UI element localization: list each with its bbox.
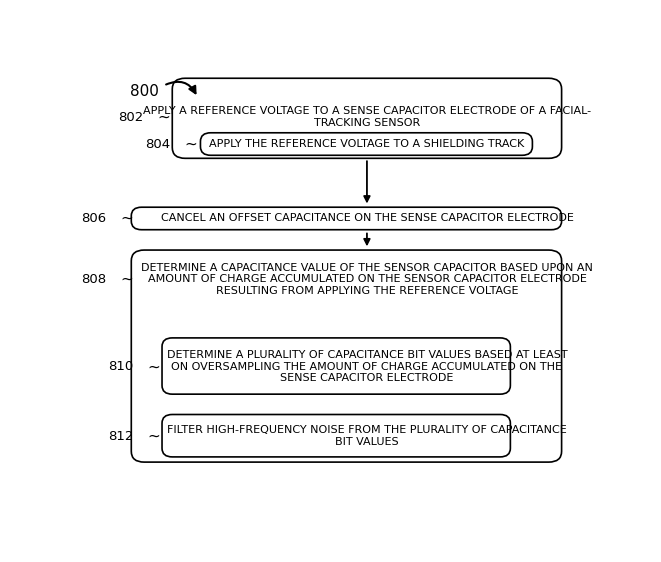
Text: DETERMINE A CAPACITANCE VALUE OF THE SENSOR CAPACITOR BASED UPON AN
AMOUNT OF CH: DETERMINE A CAPACITANCE VALUE OF THE SEN… [141, 263, 593, 296]
Text: 800: 800 [130, 84, 159, 99]
FancyBboxPatch shape [200, 133, 532, 155]
Text: 804: 804 [145, 138, 171, 151]
FancyBboxPatch shape [162, 415, 510, 457]
Text: 802: 802 [118, 111, 143, 124]
Text: 810: 810 [108, 360, 134, 373]
Text: APPLY A REFERENCE VOLTAGE TO A SENSE CAPACITOR ELECTRODE OF A FACIAL-
TRACKING S: APPLY A REFERENCE VOLTAGE TO A SENSE CAP… [143, 106, 591, 128]
Text: ~: ~ [147, 359, 161, 374]
FancyBboxPatch shape [132, 250, 562, 462]
Text: ~: ~ [120, 211, 134, 226]
Text: DETERMINE A PLURALITY OF CAPACITANCE BIT VALUES BASED AT LEAST
ON OVERSAMPLING T: DETERMINE A PLURALITY OF CAPACITANCE BIT… [167, 350, 567, 383]
Text: ~: ~ [184, 137, 198, 152]
Text: 808: 808 [81, 273, 106, 286]
FancyBboxPatch shape [173, 78, 562, 158]
FancyBboxPatch shape [162, 338, 510, 394]
Text: ~: ~ [157, 110, 170, 125]
Text: APPLY THE REFERENCE VOLTAGE TO A SHIELDING TRACK: APPLY THE REFERENCE VOLTAGE TO A SHIELDI… [210, 139, 525, 149]
Text: ~: ~ [120, 272, 134, 287]
Text: 812: 812 [108, 429, 134, 443]
Text: CANCEL AN OFFSET CAPACITANCE ON THE SENSE CAPACITOR ELECTRODE: CANCEL AN OFFSET CAPACITANCE ON THE SENS… [161, 212, 573, 223]
FancyBboxPatch shape [132, 207, 562, 230]
Text: FILTER HIGH-FREQUENCY NOISE FROM THE PLURALITY OF CAPACITANCE
BIT VALUES: FILTER HIGH-FREQUENCY NOISE FROM THE PLU… [167, 425, 567, 447]
Text: 806: 806 [81, 212, 106, 225]
Text: ~: ~ [147, 429, 161, 443]
